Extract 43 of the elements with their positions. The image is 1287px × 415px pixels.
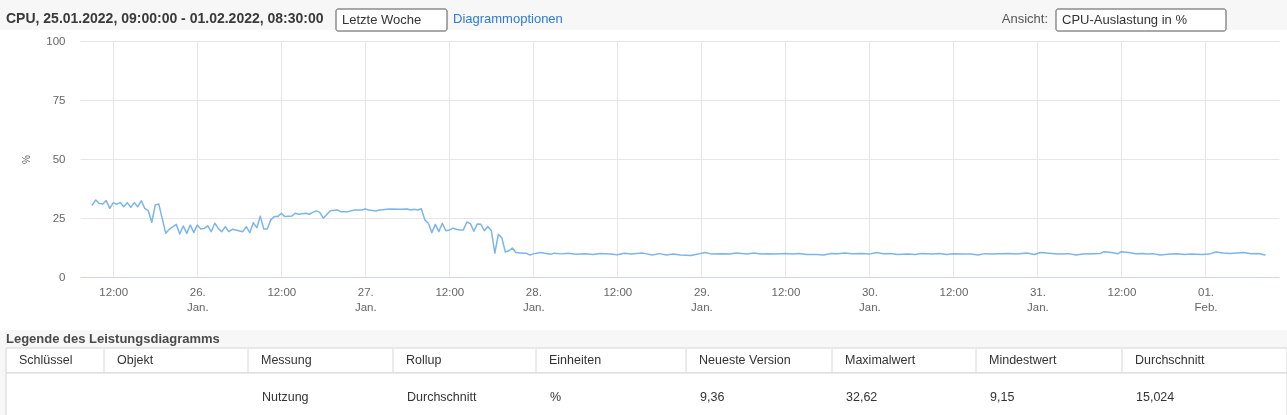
text: Legende des Leistungsdiagramms bbox=[6, 331, 220, 346]
text: % bbox=[550, 390, 562, 404]
x-tick-label: 28. Jan. bbox=[522, 285, 545, 313]
x-tick-label: 01. Feb. bbox=[1194, 285, 1218, 313]
x-tick-label: 27. Jan. bbox=[354, 285, 377, 313]
x-tick-label: 12:00 bbox=[1107, 285, 1137, 298]
text: 15,024 bbox=[1136, 390, 1175, 404]
y-tick-label: 50 bbox=[52, 152, 66, 165]
y-tick-label: 75 bbox=[52, 93, 66, 106]
y-tick-label: 100 bbox=[46, 34, 66, 47]
text: Durchschnitt bbox=[407, 390, 477, 404]
text: Rollup bbox=[406, 353, 442, 367]
x-tick-label: 12:00 bbox=[771, 285, 801, 298]
text: Einheiten bbox=[549, 353, 602, 367]
x-tick-label: 12:00 bbox=[939, 285, 969, 298]
text: Neueste Version bbox=[699, 353, 791, 367]
text: Maximalwert bbox=[845, 353, 916, 367]
text: Objekt bbox=[117, 353, 154, 367]
y-tick-label: 25 bbox=[52, 211, 66, 224]
x-tick-label: 26. Jan. bbox=[186, 285, 209, 313]
text: Letzte Woche bbox=[342, 12, 422, 27]
x-tick-label: 12:00 bbox=[99, 285, 129, 298]
text: 9,36 bbox=[700, 390, 725, 404]
y-tick-label: 0 bbox=[59, 270, 66, 283]
text: CPU-Auslastung in % bbox=[1062, 12, 1188, 27]
text: Schlüssel bbox=[19, 353, 73, 367]
y-axis-title: % bbox=[21, 154, 33, 164]
line-series bbox=[91, 199, 1266, 257]
x-tick-label: 12:00 bbox=[603, 285, 633, 298]
text: Nutzung bbox=[262, 390, 309, 404]
text: Diagrammoptionen bbox=[453, 11, 563, 26]
text: 9,15 bbox=[990, 390, 1015, 404]
x-tick-label: 12:00 bbox=[267, 285, 297, 298]
text: Ansicht: bbox=[1001, 11, 1048, 26]
chart-title: CPU, 25.01.2022, 09:00:00 - 01.02.2022, 08:30:00 bbox=[6, 10, 324, 26]
text: 32,62 bbox=[846, 390, 878, 404]
x-tick-label: 31. Jan. bbox=[1027, 285, 1049, 313]
x-tick-label: 29. Jan. bbox=[691, 285, 713, 313]
text: Durchschnitt bbox=[1135, 353, 1205, 367]
x-tick-label: 30. Jan. bbox=[859, 285, 881, 313]
text: Messung bbox=[261, 353, 312, 367]
x-tick-label: 12:00 bbox=[435, 285, 465, 298]
text: Mindestwert bbox=[989, 353, 1057, 367]
